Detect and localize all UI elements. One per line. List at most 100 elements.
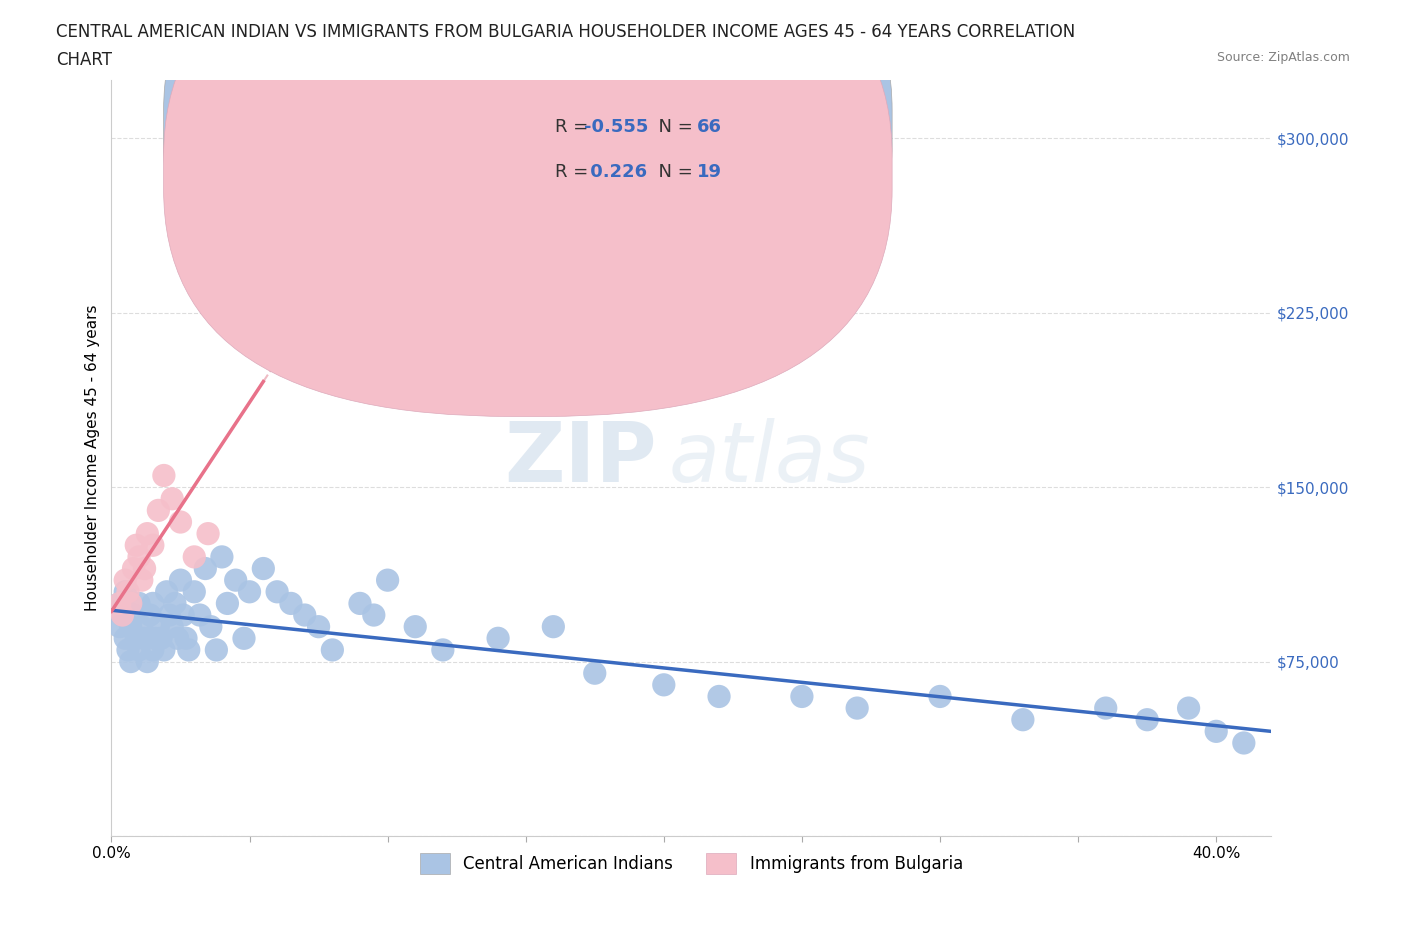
Point [363,607,385,622]
Y-axis label: Householder Income Ages 45 - 64 years: Householder Income Ages 45 - 64 years [86,305,100,611]
Point [136,654,159,669]
FancyBboxPatch shape [163,0,893,417]
Point [111,607,134,622]
Point [108,619,131,634]
Point [583,666,606,681]
Point [790,689,813,704]
Point [349,596,371,611]
Point [142,643,165,658]
Point [150,631,173,645]
Point [136,526,159,541]
Point [157,607,180,622]
Point [148,503,170,518]
Point [252,561,274,576]
Legend: Central American Indians, Immigrants from Bulgaria: Central American Indians, Immigrants fro… [413,846,970,881]
Point [929,689,952,704]
Point [160,619,183,634]
Point [153,643,176,658]
FancyBboxPatch shape [482,87,889,216]
Point [183,550,205,565]
Point [1177,700,1199,715]
Point [1233,736,1256,751]
Point [174,631,197,645]
Point [1136,712,1159,727]
Point [160,491,183,506]
Point [377,573,399,588]
Point [238,584,260,599]
Point [205,643,228,658]
Text: CHART: CHART [56,51,112,69]
Point [233,631,256,645]
Point [217,596,239,611]
Point [134,561,156,576]
Text: atlas: atlas [668,418,870,498]
Point [153,468,176,483]
Point [122,561,145,576]
Text: R =: R = [554,164,593,181]
Point [125,538,148,552]
Text: CENTRAL AMERICAN INDIAN VS IMMIGRANTS FROM BULGARIA HOUSEHOLDER INCOME AGES 45 -: CENTRAL AMERICAN INDIAN VS IMMIGRANTS FR… [56,23,1076,41]
Point [128,550,150,565]
Point [120,619,142,634]
Point [252,340,274,355]
Point [166,631,188,645]
Point [117,584,139,599]
Point [486,631,509,645]
Point [148,619,170,634]
Point [114,631,136,645]
Point [156,584,179,599]
Point [120,654,142,669]
Point [183,584,205,599]
Point [128,643,150,658]
Text: R =: R = [554,118,593,136]
Point [111,607,134,622]
Point [114,573,136,588]
Point [1012,712,1035,727]
Point [134,631,156,645]
Point [120,596,142,611]
Point [117,643,139,658]
Point [1205,724,1227,738]
Point [194,561,217,576]
Point [280,596,302,611]
Point [172,607,194,622]
Point [846,700,869,715]
Point [108,596,131,611]
Point [128,596,150,611]
Text: N =: N = [647,118,699,136]
Point [707,689,730,704]
Point [211,550,233,565]
Point [139,607,162,622]
Text: N =: N = [647,164,699,181]
Point [404,619,426,634]
Point [294,607,316,622]
Point [308,619,330,634]
Point [163,596,186,611]
Text: -0.555: -0.555 [583,118,648,136]
Point [225,573,247,588]
Text: 66: 66 [697,118,723,136]
Point [169,514,191,529]
Point [131,619,153,634]
Point [125,631,148,645]
FancyBboxPatch shape [163,0,893,371]
Point [197,526,219,541]
Text: Source: ZipAtlas.com: Source: ZipAtlas.com [1216,51,1350,64]
Point [142,596,165,611]
Point [142,538,165,552]
Point [169,573,191,588]
Text: 0.226: 0.226 [583,164,647,181]
Point [432,643,454,658]
Point [145,631,167,645]
Text: ZIP: ZIP [505,418,657,498]
Point [122,607,145,622]
Point [1094,700,1116,715]
Point [131,573,153,588]
Point [108,596,131,611]
Point [114,584,136,599]
Point [652,677,675,692]
Point [266,584,288,599]
Point [200,619,222,634]
Text: 19: 19 [697,164,723,181]
Point [321,643,343,658]
